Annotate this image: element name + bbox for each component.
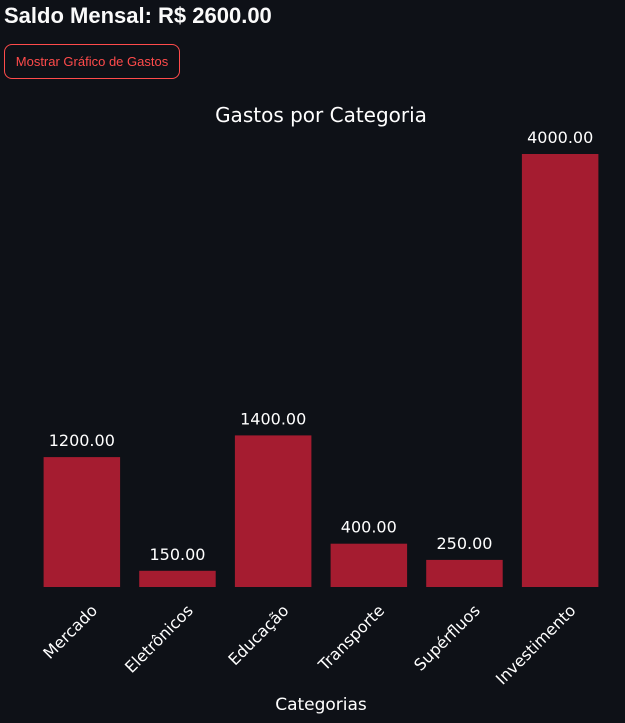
x-tick-label: Eletrônicos bbox=[121, 601, 197, 677]
bar-4 bbox=[426, 559, 503, 587]
x-tick-labels-layer: Mercado Eletrônicos Educação Transporte Supé… bbox=[39, 601, 579, 689]
x-tick-label: Mercado bbox=[39, 601, 101, 663]
bar-3 bbox=[330, 543, 408, 587]
bar-value-label: 1400.00 bbox=[240, 409, 306, 428]
value-labels-layer: 1200.00 150.00 1400.00 400.00 250.00 4000.00 bbox=[49, 128, 594, 564]
monthly-balance: Saldo Mensal: R$ 2600.00 bbox=[4, 3, 272, 28]
x-tick-label: Supérfluos bbox=[410, 601, 484, 675]
bar-value-label: 400.00 bbox=[341, 518, 397, 537]
expenses-bar-chart: Gastos por Categoria 1200.00 150.00 1400.0… bbox=[39, 103, 599, 715]
bars-layer bbox=[43, 154, 599, 587]
bar-value-label: 150.00 bbox=[150, 545, 206, 564]
bar-0 bbox=[43, 457, 121, 587]
bar-5 bbox=[521, 154, 599, 587]
x-axis-label: Categorias bbox=[275, 695, 367, 715]
x-tick-label: Transporte bbox=[314, 601, 388, 675]
x-tick-label: Educação bbox=[224, 601, 292, 669]
show-expenses-chart-button[interactable]: Mostrar Gráfico de Gastos bbox=[4, 44, 180, 79]
bar-1 bbox=[139, 570, 216, 587]
bar-2 bbox=[234, 435, 312, 587]
chart-title: Gastos por Categoria bbox=[215, 103, 427, 127]
bar-value-label: 1200.00 bbox=[49, 431, 115, 450]
x-tick-label: Investimento bbox=[492, 601, 580, 689]
bar-value-label: 4000.00 bbox=[527, 128, 593, 147]
bar-value-label: 250.00 bbox=[437, 534, 493, 553]
